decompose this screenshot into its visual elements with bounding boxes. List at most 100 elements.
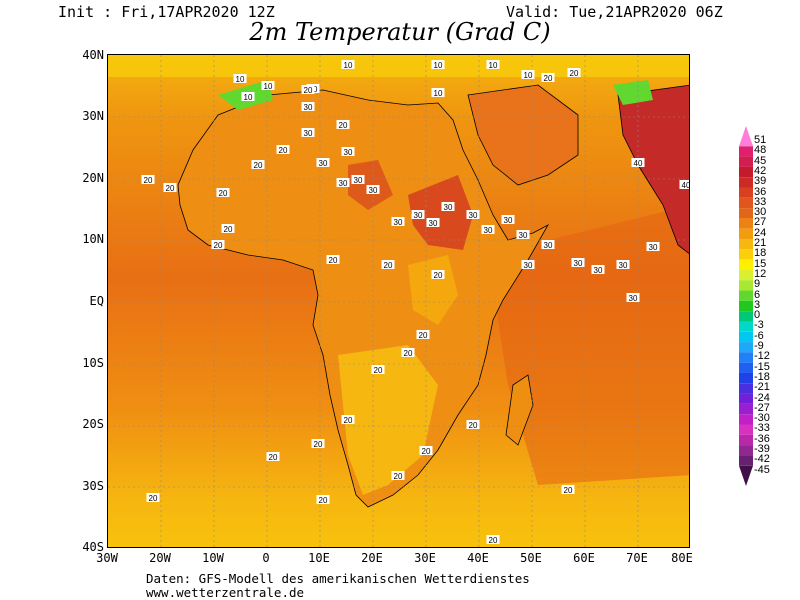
- isotherm-label: 20: [279, 146, 288, 155]
- colorbar-label: 42: [754, 164, 767, 177]
- colorbar-box: [739, 372, 753, 384]
- colorbar-label: -27: [754, 401, 770, 414]
- lat-label-eq: EQ: [89, 294, 104, 308]
- isotherm-label-bg: [216, 188, 230, 197]
- isotherm-label: 30: [484, 226, 493, 235]
- colorbar-box: [739, 239, 753, 250]
- valid-time: Valid: Tue,21APR2020 06Z: [506, 3, 723, 21]
- isotherm-label-bg: [141, 175, 155, 184]
- isotherm-label: 20: [344, 416, 353, 425]
- isotherm-label-bg: [486, 535, 500, 544]
- isotherm-label: 30: [344, 148, 353, 157]
- isotherm-label-bg: [211, 240, 225, 249]
- isotherm-label-bg: [567, 68, 581, 77]
- colorbar-box: [739, 228, 753, 240]
- colorbar: [739, 126, 753, 486]
- colorbar-box: [739, 414, 753, 425]
- isotherm-label-bg: [616, 260, 630, 269]
- lon-label-10e: 10E: [308, 551, 330, 565]
- isotherm-label: 10: [236, 75, 245, 84]
- isotherm-label: 20: [314, 440, 323, 449]
- isotherm-label: 20: [214, 241, 223, 250]
- colorbar-box: [739, 156, 753, 167]
- isotherm-label-bg: [381, 260, 395, 269]
- colorbar-box: [739, 383, 753, 394]
- isotherm-label-bg: [341, 415, 355, 424]
- isotherm-label-bg: [261, 81, 275, 90]
- lat-label-20s: 20S: [82, 417, 104, 431]
- isotherm-label-bg: [341, 147, 355, 156]
- isotherm-label: 30: [319, 159, 328, 168]
- isotherm-label: 10: [244, 93, 253, 102]
- lon-label-20w: 20W: [149, 551, 171, 565]
- colorbar-label: 33: [754, 195, 767, 208]
- isotherm-label-bg: [411, 210, 425, 219]
- isotherm-label-bg: [626, 293, 640, 302]
- colorbar-box: [739, 177, 753, 188]
- temperature-map: 10 10 10 10 10 20 10 10 10 20 20 20 20 20 20 20 20 20 30 30…: [107, 54, 690, 548]
- isotherm-label-bg: [591, 265, 605, 274]
- isotherm-label-bg: [501, 215, 515, 224]
- isotherm-label-bg: [401, 348, 415, 357]
- colorbar-box: [739, 465, 753, 486]
- colorbar-label: 15: [754, 257, 767, 270]
- colorbar-label: 27: [754, 216, 767, 229]
- isotherm-label: 20: [422, 447, 431, 456]
- colorbar-label: 12: [754, 267, 767, 280]
- isotherm-label-bg: [266, 452, 280, 461]
- isotherm-labels: 10 10 10 10 10 20 10 10 10 20 20 20 20 20 20 20 20 20 30 30…: [141, 60, 689, 545]
- isotherm-label-bg: [336, 178, 350, 187]
- isotherm-label: 30: [619, 261, 628, 270]
- colorbar-box: [739, 208, 753, 219]
- footer-source: Daten: GFS-Modell des amerikanischen Wet…: [146, 571, 530, 586]
- colorbar-label: 36: [754, 185, 767, 198]
- isotherm-label-bg: [466, 420, 480, 429]
- colorbar-label: -18: [754, 370, 770, 383]
- isotherm-label-bg: [631, 158, 645, 167]
- isotherm-label-bg: [481, 225, 495, 234]
- isotherm-label-bg: [366, 185, 380, 194]
- map-title: 2m Temperatur (Grad C): [249, 18, 551, 46]
- colorbar-label: -33: [754, 422, 770, 435]
- isotherm-label-bg: [221, 224, 235, 233]
- isotherm-label-bg: [431, 60, 445, 69]
- isotherm-label: 30: [649, 243, 658, 252]
- colorbar-label: -21: [754, 381, 770, 394]
- isotherm-label: 10: [489, 61, 498, 70]
- colorbar-label: 51: [754, 134, 767, 146]
- colorbar-box: [739, 434, 753, 446]
- isotherm-label: 20: [570, 69, 579, 78]
- isotherm-label-bg: [541, 240, 555, 249]
- isotherm-label: 30: [469, 211, 478, 220]
- isotherm-label-bg: [521, 70, 535, 79]
- colorbar-box: [739, 445, 753, 456]
- warm-ocean-band: [488, 205, 689, 485]
- isotherm-label-bg: [301, 128, 315, 137]
- hot-area-sudan: [408, 175, 473, 250]
- colorbar-box: [739, 280, 753, 291]
- isotherm-label-bg: [276, 145, 290, 154]
- isotherm-label-bg: [233, 74, 247, 83]
- isotherm-label-bg: [431, 270, 445, 279]
- isotherm-label: 30: [519, 231, 528, 240]
- colorbar-box: [739, 321, 753, 332]
- isotherm-label: 20: [544, 74, 553, 83]
- colorbar-box: [739, 249, 753, 260]
- colorbar-label: -39: [754, 443, 770, 456]
- colorbar-box: [739, 259, 753, 270]
- colorbar-label: 18: [754, 247, 767, 260]
- isotherm-label-bg: [426, 218, 440, 227]
- colorbar-label: -24: [754, 391, 770, 404]
- cold-spot-iran: [613, 80, 653, 105]
- isotherm-label-bg: [561, 485, 575, 494]
- colorbar-label: 39: [754, 175, 767, 188]
- map-canvas: 10 10 10 10 10 20 10 10 10 20 20 20 20 20 20 20 20 20 30 30…: [108, 55, 689, 547]
- cool-area-south: [338, 345, 438, 495]
- isotherm-label-bg: [416, 330, 430, 339]
- isotherm-label: 20: [319, 496, 328, 505]
- lon-label-40e: 40E: [467, 551, 489, 565]
- colorbar-box: [739, 424, 753, 435]
- isotherm-label-bg: [419, 446, 433, 455]
- colorbar-box: [739, 331, 753, 343]
- init-time: Init : Fri,17APR2020 12Z: [58, 3, 275, 21]
